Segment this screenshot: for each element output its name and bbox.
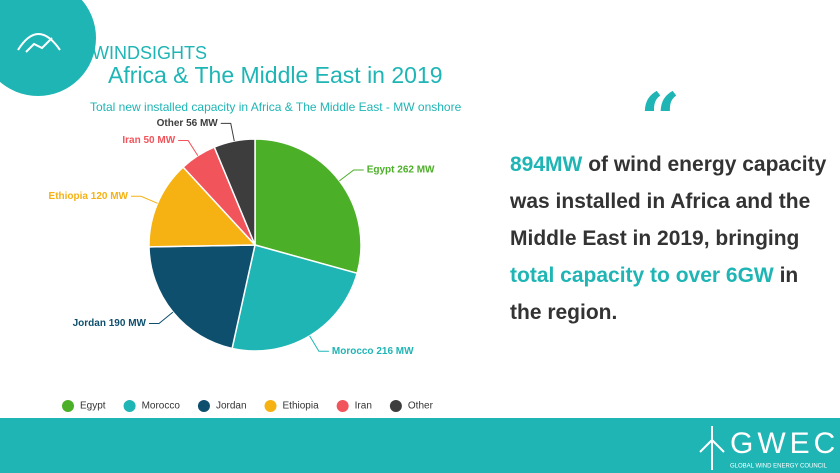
pie-slice [148, 166, 257, 248]
data-label: Iran 50 MW [122, 135, 175, 146]
data-label: Other 56 MW [157, 118, 219, 129]
legend-swatch [62, 400, 74, 412]
leader-line [148, 311, 174, 324]
legend-swatch [197, 400, 210, 412]
legend-label: Iran [355, 401, 372, 412]
pie-slice [148, 244, 256, 350]
legend-swatch [336, 400, 349, 412]
legend-swatch [123, 400, 136, 412]
quote: 894MW of wind energy capacity was instal… [510, 146, 835, 331]
footer-icon [699, 426, 725, 470]
brand: WINDSIGHTS [92, 43, 207, 63]
footer-tagline: GLOBAL WIND ENERGY COUNCIL [730, 464, 828, 470]
title: Africa & The Middle East in 2019 [108, 62, 443, 88]
legend-swatch [264, 400, 277, 412]
legend-label: Morocco [142, 401, 181, 412]
pie-slice [213, 138, 256, 246]
leader-line [220, 122, 235, 142]
leader-line [339, 169, 364, 182]
pie-slice [231, 244, 359, 352]
leader-line [309, 335, 329, 352]
pie-slice [254, 138, 362, 275]
logo-icon [17, 33, 61, 51]
quote-text: of wind energy capacity was installed in… [510, 153, 827, 250]
leader-line [130, 195, 158, 204]
quote-highlight: 894MW [510, 153, 583, 176]
leader-line [178, 140, 199, 156]
data-label: Morocco 216 MW [332, 346, 414, 357]
legend-label: Jordan [216, 401, 247, 412]
data-label: Jordan 190 MW [73, 318, 147, 329]
legend-swatch [389, 400, 402, 412]
logo-circle [0, 0, 96, 96]
footer-logo: GWEC [730, 427, 839, 460]
data-label: Ethiopia 120 MW [49, 191, 129, 202]
quote-highlight: total capacity to over 6GW [510, 264, 774, 287]
legend-label: Other [408, 401, 434, 412]
legend-label: Egypt [80, 401, 106, 412]
footer-bar [0, 418, 840, 473]
quote-text: in the region. [510, 264, 799, 324]
legend-label: Ethiopia [283, 401, 320, 412]
data-label: Egypt 262 MW [367, 165, 435, 176]
chart-subtitle: Total new installed capacity in Africa &… [90, 100, 462, 114]
logo-icon [25, 37, 53, 53]
quote-mark: “ [640, 77, 681, 160]
